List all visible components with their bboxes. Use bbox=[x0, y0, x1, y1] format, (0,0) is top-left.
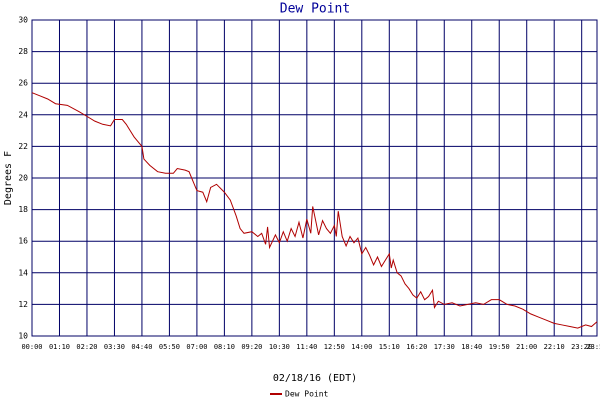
x-tick-label: 05:50 bbox=[159, 343, 180, 351]
y-tick-label: 18 bbox=[18, 205, 28, 214]
x-tick-label: 17:30 bbox=[434, 343, 455, 351]
chart-title: Dew Point bbox=[280, 2, 350, 17]
x-tick-label: 19:50 bbox=[489, 343, 510, 351]
legend-label: Dew Point bbox=[285, 390, 329, 399]
x-tick-label: 00:00 bbox=[21, 343, 42, 351]
y-tick-label: 22 bbox=[18, 142, 28, 151]
y-tick-label: 26 bbox=[18, 79, 28, 88]
x-tick-label: 18:40 bbox=[461, 343, 482, 351]
x-tick-label: 10:30 bbox=[269, 343, 290, 351]
y-tick-label: 12 bbox=[18, 300, 28, 309]
y-tick-label: 30 bbox=[18, 16, 28, 25]
y-axis-label: Degrees F bbox=[3, 151, 14, 205]
x-tick-label: 14:00 bbox=[351, 343, 372, 351]
x-tick-label: 08:10 bbox=[214, 343, 235, 351]
x-tick-label: 15:10 bbox=[379, 343, 400, 351]
x-tick-label: 21:00 bbox=[516, 343, 537, 351]
x-tick-label: 11:40 bbox=[296, 343, 317, 351]
x-tick-label: 22:10 bbox=[544, 343, 565, 351]
x-tick-label: 09:20 bbox=[241, 343, 262, 351]
x-tick-label: 12:50 bbox=[324, 343, 345, 351]
x-tick-label: 02:20 bbox=[76, 343, 97, 351]
x-tick-label: 07:00 bbox=[186, 343, 207, 351]
x-tick-label: 01:10 bbox=[49, 343, 70, 351]
y-tick-label: 20 bbox=[18, 174, 28, 183]
y-tick-label: 28 bbox=[18, 47, 28, 56]
x-tick-label: 23:20 bbox=[571, 343, 592, 351]
x-tick-label: 16:20 bbox=[406, 343, 427, 351]
y-tick-label: 10 bbox=[18, 332, 28, 341]
y-tick-label: 16 bbox=[18, 237, 28, 246]
x-tick-label: 03:30 bbox=[104, 343, 125, 351]
data-line bbox=[31, 92, 598, 329]
y-tick-label: 24 bbox=[18, 110, 28, 119]
x-tick-label: 04:40 bbox=[131, 343, 152, 351]
x-tick-label: 23:59 bbox=[586, 343, 600, 351]
y-tick-label: 14 bbox=[18, 268, 28, 277]
x-axis-label: 02/18/16 (EDT) bbox=[273, 373, 357, 384]
